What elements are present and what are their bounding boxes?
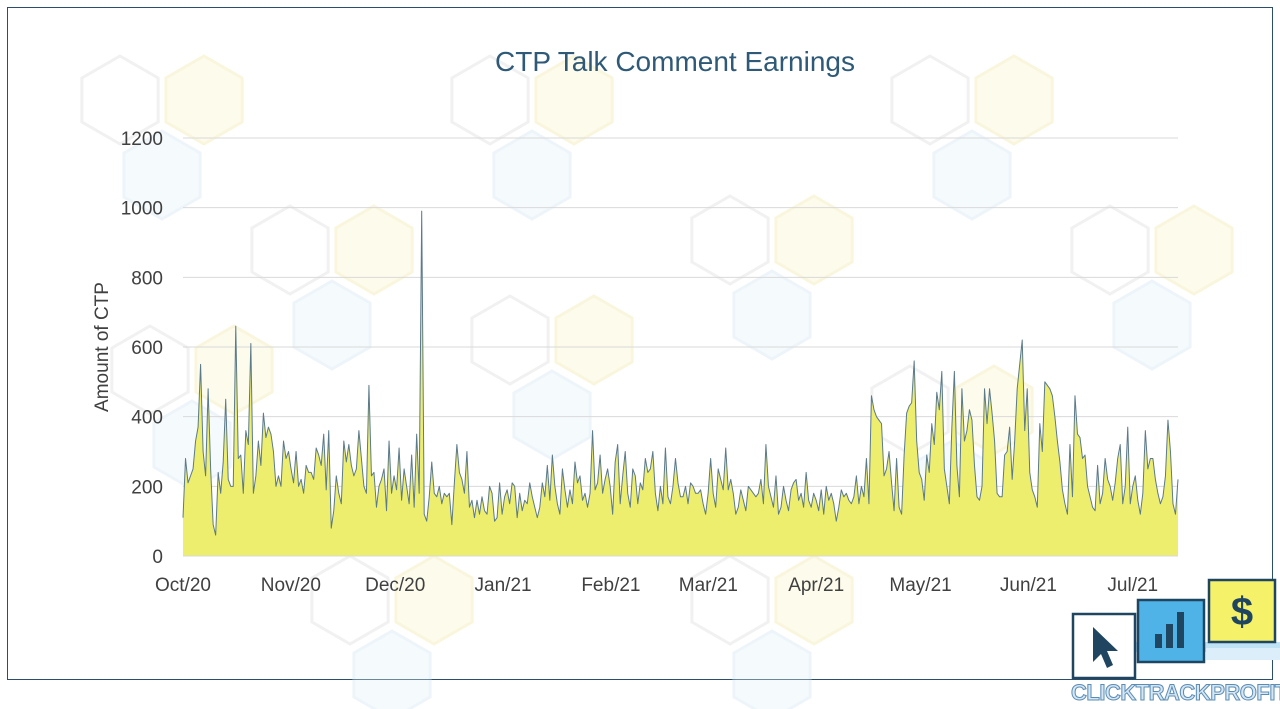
area-fill <box>183 211 1178 556</box>
x-axis-ticks: Oct/20 Nov/20 Dec/20 Jan/21 Feb/21 Mar/21 Apr/… <box>155 575 1158 596</box>
y-axis-ticks: 0 200 400 600 800 1000 1200 <box>121 129 163 568</box>
y-tick-label: 800 <box>131 268 163 289</box>
watermark-hex-cluster <box>310 554 474 709</box>
svg-text:$: $ <box>1231 590 1253 634</box>
dollar-icon: $ <box>1207 578 1277 644</box>
watermark-hex-cluster <box>80 54 244 221</box>
x-tick-label: Jul/21 <box>1107 575 1158 596</box>
x-tick-label: Jan/21 <box>475 575 532 596</box>
area-series <box>182 210 1179 557</box>
x-tick-label: Feb/21 <box>581 575 640 596</box>
y-axis-label: Amount of CTP <box>92 282 113 412</box>
watermark-hex-cluster <box>690 554 854 709</box>
x-tick-label: Jun/21 <box>1000 575 1057 596</box>
chart-frame <box>7 7 1273 680</box>
bar-chart-icon <box>1136 598 1206 664</box>
y-tick-label: 0 <box>152 547 163 568</box>
logo-strip-2 <box>1206 648 1280 660</box>
y-tick-label: 200 <box>131 477 163 498</box>
x-tick-label: Mar/21 <box>679 575 738 596</box>
watermark-hex-cluster <box>1070 204 1234 371</box>
x-tick-label: May/21 <box>889 575 951 596</box>
logo-strip <box>1136 642 1280 652</box>
y-tick-label: 600 <box>131 338 163 359</box>
grid-lines <box>183 137 1178 487</box>
x-tick-label: Dec/20 <box>365 575 425 596</box>
logo-text: CLICKTRACKPROFIT <box>1071 680 1280 706</box>
series-line <box>182 210 1179 536</box>
watermark-hex-cluster <box>250 204 414 371</box>
watermark-hex-cluster <box>890 54 1054 221</box>
cursor-arrow-icon <box>1071 612 1137 680</box>
y-tick-label: 400 <box>131 408 163 429</box>
x-tick-label: Apr/21 <box>788 575 844 596</box>
y-tick-label: 1200 <box>121 129 163 150</box>
background-watermark <box>80 54 1234 709</box>
watermark-hex-cluster <box>690 194 854 361</box>
watermark-hex-cluster <box>450 54 614 221</box>
watermark-hex-cluster <box>470 294 634 461</box>
chart-title: CTP Talk Comment Earnings <box>495 46 855 77</box>
clicktrackprofit-logo: $ <box>1071 578 1280 680</box>
y-tick-label: 1000 <box>121 199 163 220</box>
x-tick-label: Nov/20 <box>261 575 321 596</box>
x-tick-label: Oct/20 <box>155 575 211 596</box>
